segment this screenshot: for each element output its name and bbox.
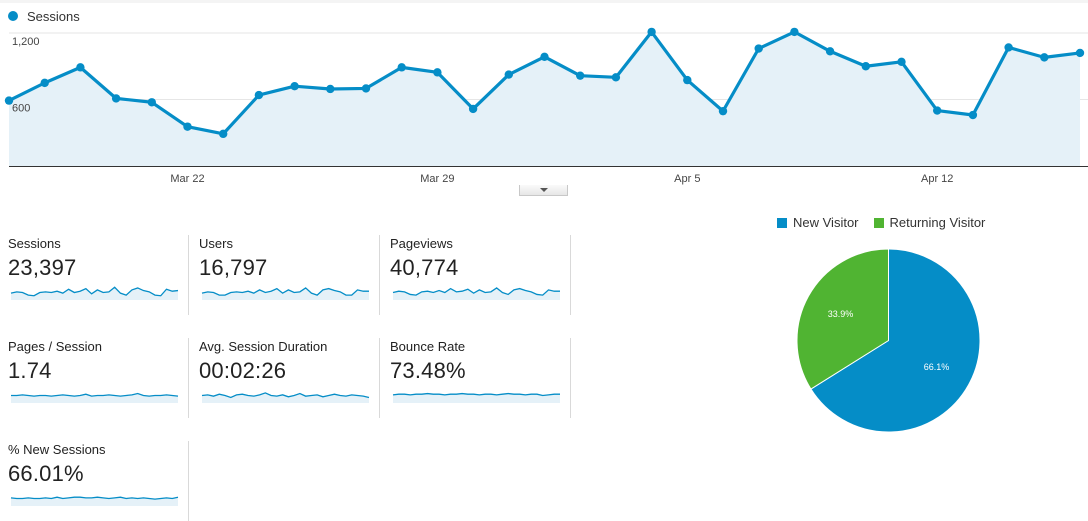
pie-data-label: 33.9%: [828, 309, 854, 319]
sparkline-line: [201, 287, 369, 296]
metric-value: 00:02:26: [199, 358, 287, 383]
metric-new-sessions[interactable]: % New Sessions 66.01%: [8, 441, 189, 521]
data-point[interactable]: [647, 27, 656, 37]
data-point[interactable]: [468, 104, 478, 114]
chart-collapse-toggle[interactable]: [519, 185, 568, 196]
data-point[interactable]: [76, 63, 85, 72]
sparkline-area: [11, 287, 178, 300]
sparkline: [10, 496, 179, 506]
returning-visitor-swatch: [873, 217, 884, 228]
sparkline: [10, 286, 179, 300]
data-point[interactable]: [683, 75, 692, 85]
sparkline: [201, 392, 370, 403]
sessions-legend-dot: [8, 11, 18, 21]
metric-value: 1.74: [8, 358, 52, 383]
x-tick-label: Apr 5: [674, 173, 700, 185]
sparkline-line: [10, 286, 179, 297]
sparkline-area: [11, 497, 178, 506]
pie-slice-new-visitor[interactable]: [810, 248, 981, 433]
sparkline: [392, 392, 560, 403]
sparkline-area: [393, 393, 560, 403]
sparkline: [201, 287, 369, 300]
data-point[interactable]: [825, 47, 835, 56]
metric-avg-session-duration[interactable]: Avg. Session Duration 00:02:26: [199, 338, 380, 418]
sparkline-area: [202, 287, 369, 300]
metric-label: % New Sessions: [8, 442, 106, 457]
pie-slice-returning-visitor[interactable]: [796, 248, 889, 390]
pie-data-label: 66.1%: [924, 362, 950, 372]
metric-value: 16,797: [199, 255, 268, 280]
sparkline-line: [11, 392, 179, 397]
data-point[interactable]: [254, 90, 264, 100]
data-point[interactable]: [754, 44, 763, 53]
x-tick-label: Mar 29: [420, 173, 454, 185]
data-point[interactable]: [40, 78, 49, 88]
sparkline-line: [392, 392, 560, 397]
data-point[interactable]: [1075, 48, 1085, 58]
x-tick-label: Mar 22: [170, 173, 204, 185]
metric-label: Pageviews: [390, 236, 453, 251]
data-point[interactable]: [540, 52, 549, 62]
data-point[interactable]: [361, 84, 371, 93]
sparkline-area: [202, 392, 369, 403]
data-point[interactable]: [290, 82, 299, 91]
data-point[interactable]: [611, 73, 621, 82]
metric-value: 73.48%: [390, 358, 466, 383]
metric-label: Bounce Rate: [390, 339, 466, 354]
legend-new-visitor[interactable]: New Visitor: [777, 215, 859, 230]
data-point[interactable]: [861, 62, 870, 71]
data-point[interactable]: [147, 98, 156, 107]
data-point[interactable]: [1004, 43, 1013, 52]
metric-value: 40,774: [390, 255, 459, 280]
pie-legend: New Visitor Returning Visitor: [777, 215, 1000, 230]
visitor-type-pie-chart[interactable]: 66.1% 33.9%: [796, 248, 984, 436]
chevron-down-icon: [539, 188, 548, 192]
metric-bounce-rate[interactable]: Bounce Rate 73.48%: [390, 338, 571, 418]
data-point[interactable]: [183, 122, 192, 131]
legend-label: New Visitor: [793, 215, 859, 230]
sparkline-area: [11, 393, 178, 403]
new-visitor-swatch: [777, 217, 787, 228]
data-point[interactable]: [111, 94, 121, 103]
metric-pages-per-session[interactable]: Pages / Session 1.74: [8, 338, 189, 418]
data-point[interactable]: [897, 57, 906, 67]
sessions-area: [9, 31, 1080, 167]
data-point[interactable]: [968, 110, 978, 120]
metric-label: Pages / Session: [8, 339, 102, 354]
top-shadow: [0, 0, 1088, 3]
data-point[interactable]: [1040, 53, 1049, 62]
metric-value: 23,397: [8, 255, 77, 280]
x-tick-label: Apr 12: [921, 173, 953, 185]
sessions-legend[interactable]: Sessions: [8, 8, 80, 24]
sparkline-line: [201, 392, 370, 399]
metric-label: Avg. Session Duration: [199, 339, 328, 354]
sparkline-line: [392, 287, 560, 296]
metric-sessions[interactable]: Sessions 23,397: [8, 235, 189, 315]
metric-label: Users: [199, 236, 233, 251]
y-tick-label: 600: [12, 103, 30, 115]
metric-value: 66.01%: [8, 461, 84, 486]
data-point[interactable]: [397, 63, 406, 72]
sessions-line-chart[interactable]: 1,200 600 Mar 22 Mar 29 Apr 5 Apr 12: [0, 0, 1088, 200]
data-point[interactable]: [504, 70, 513, 79]
metric-pageviews[interactable]: Pageviews 40,774: [390, 235, 571, 315]
y-tick-label: 1,200: [12, 36, 40, 48]
sparkline-area: [393, 287, 560, 300]
metric-label: Sessions: [8, 236, 61, 251]
data-point[interactable]: [219, 129, 228, 139]
data-point[interactable]: [433, 68, 442, 77]
sessions-legend-label: Sessions: [27, 8, 80, 24]
data-point[interactable]: [718, 106, 728, 116]
data-point[interactable]: [790, 27, 799, 37]
sparkline: [392, 287, 560, 300]
metric-users[interactable]: Users 16,797: [199, 235, 380, 315]
sparkline-line: [10, 496, 179, 500]
data-point[interactable]: [933, 106, 942, 115]
legend-label: Returning Visitor: [889, 215, 986, 230]
legend-returning-visitor[interactable]: Returning Visitor: [873, 215, 986, 230]
sparkline: [11, 392, 179, 403]
data-point[interactable]: [4, 96, 14, 105]
data-point[interactable]: [326, 84, 335, 94]
data-point[interactable]: [576, 71, 585, 80]
